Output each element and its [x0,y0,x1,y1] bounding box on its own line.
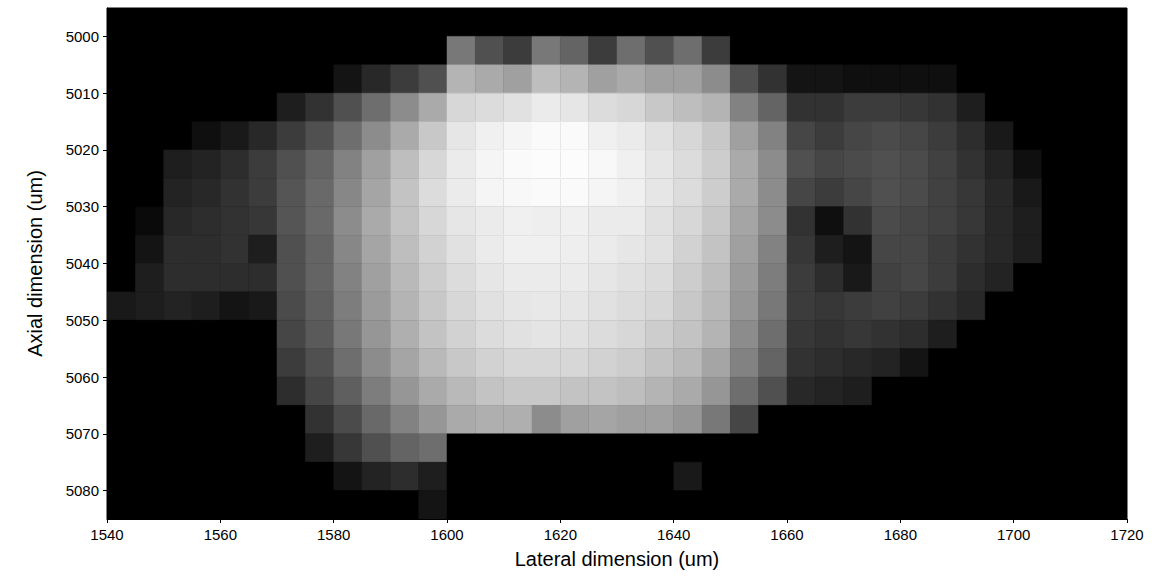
svg-text:1560: 1560 [204,526,237,543]
svg-text:5000: 5000 [66,28,99,45]
svg-text:1580: 1580 [317,526,350,543]
svg-text:1640: 1640 [657,526,690,543]
svg-text:5070: 5070 [66,425,99,442]
svg-text:Axial dimension (um): Axial dimension (um) [24,170,46,357]
svg-text:1540: 1540 [90,526,123,543]
svg-text:1680: 1680 [884,526,917,543]
svg-text:1620: 1620 [544,526,577,543]
svg-text:5040: 5040 [66,255,99,272]
svg-text:5030: 5030 [66,198,99,215]
svg-text:Lateral dimension (um): Lateral dimension (um) [515,548,720,570]
svg-text:5080: 5080 [66,482,99,499]
svg-text:5010: 5010 [66,85,99,102]
svg-text:1720: 1720 [1110,526,1143,543]
svg-text:1700: 1700 [997,526,1030,543]
svg-text:5020: 5020 [66,141,99,158]
svg-text:1600: 1600 [430,526,463,543]
svg-text:5050: 5050 [66,312,99,329]
svg-text:1660: 1660 [770,526,803,543]
svg-text:5060: 5060 [66,369,99,386]
